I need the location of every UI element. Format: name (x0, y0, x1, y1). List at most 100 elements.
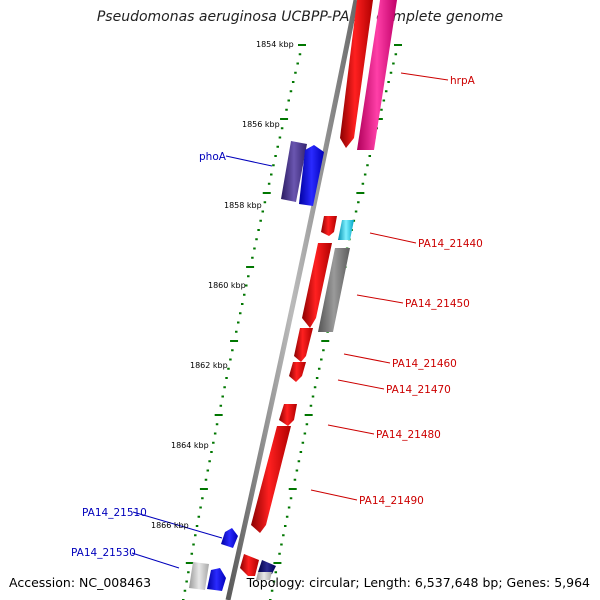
minor-tick (197, 515, 201, 518)
minor-tick (297, 460, 301, 463)
major-tick (185, 562, 194, 564)
reverse-gene-labels: phoA PA14_21510 PA14_21530 (71, 151, 227, 559)
gene-bottom-navy-arrow[interactable] (258, 560, 276, 574)
gene-phoA-purple-bar[interactable] (281, 141, 307, 202)
major-tick (246, 266, 255, 268)
gene-gray-bar[interactable] (318, 248, 350, 332)
gene-PA14_21440-arrow[interactable] (321, 216, 337, 236)
minor-tick (394, 53, 398, 56)
minor-tick (213, 432, 217, 435)
minor-tick (253, 247, 256, 250)
label-PA14_21460[interactable]: PA14_21460 (392, 358, 457, 370)
label-PA14_21530[interactable]: PA14_21530 (71, 547, 136, 559)
minor-tick (247, 275, 250, 278)
minor-tick (237, 321, 240, 324)
major-tick (199, 488, 208, 490)
gene-phoA-blue-arrow[interactable] (299, 145, 324, 206)
minor-tick (263, 201, 267, 204)
minor-tick (303, 432, 307, 435)
minor-tick (223, 386, 226, 389)
minor-tick (267, 182, 271, 185)
minor-tick (361, 182, 365, 185)
tick-label: 1864 kbp (171, 441, 209, 450)
minor-tick (274, 155, 277, 157)
minor-tick (380, 108, 383, 111)
minor-tick (215, 423, 219, 426)
minor-tick (357, 201, 360, 204)
minor-tick (187, 571, 190, 574)
minor-tick (240, 303, 244, 305)
tick-label: 1856 kbp (242, 120, 280, 129)
major-tick (321, 340, 330, 342)
minor-tick (235, 330, 238, 333)
label-PA14_21450[interactable]: PA14_21450 (405, 298, 470, 310)
minor-tick (227, 367, 230, 370)
minor-tick (261, 210, 265, 213)
gene-PA14_21510-arrow[interactable] (221, 528, 238, 548)
minor-tick (293, 478, 297, 481)
minor-tick (296, 62, 299, 65)
major-tick (374, 118, 383, 120)
minor-tick (204, 478, 208, 481)
major-tick (356, 192, 365, 194)
tick-label: 1866 kbp (151, 521, 189, 530)
leader-line (356, 294, 404, 304)
major-tick (230, 340, 239, 342)
minor-tick (389, 71, 393, 74)
label-PA14_21480[interactable]: PA14_21480 (376, 429, 441, 441)
minor-tick (305, 423, 309, 426)
minor-tick (221, 395, 224, 398)
tick-labels: 1854 kbp 1856 kbp 1858 kbp 1860 kbp 1862… (151, 40, 294, 530)
minor-tick (320, 358, 323, 361)
minor-tick (392, 62, 395, 65)
gene-pink-bar[interactable] (357, 0, 397, 150)
minor-tick (294, 71, 297, 74)
minor-tick (382, 99, 386, 102)
major-tick (304, 414, 313, 416)
label-PA14_21510[interactable]: PA14_21510 (82, 507, 147, 519)
label-PA14_21470[interactable]: PA14_21470 (386, 384, 451, 396)
gene-PA14_21460-bar[interactable] (294, 328, 313, 362)
minor-tick (272, 164, 275, 167)
minor-tick (287, 99, 290, 102)
minor-tick (225, 377, 228, 379)
gene-PA14_21470-arrow[interactable] (289, 362, 306, 382)
leader-line (132, 511, 223, 539)
genome-summary: Topology: circular; Length: 6,537,648 bp… (246, 575, 590, 590)
minor-tick (195, 525, 199, 527)
reverse-genes (189, 141, 324, 591)
gene-PA14_21530-gray-block[interactable] (189, 562, 209, 590)
forward-genes (240, 0, 397, 580)
minor-tick (192, 543, 195, 546)
gene-PA14_21490-bar[interactable] (251, 426, 291, 533)
label-leaders (131, 72, 449, 569)
minor-tick (255, 238, 258, 241)
minor-tick (274, 571, 278, 574)
minor-tick (278, 136, 282, 139)
label-hrpA[interactable]: hrpA (450, 75, 476, 87)
leader-line (310, 489, 358, 501)
gene-bottom-red-arrow[interactable] (240, 554, 259, 576)
gene-cyan-block[interactable] (338, 220, 354, 240)
gene-PA14_21450-bar[interactable] (302, 243, 332, 328)
minor-tick (280, 127, 284, 130)
minor-tick (282, 534, 285, 537)
minor-tick (190, 552, 194, 555)
minor-tick (229, 358, 232, 361)
minor-tick (287, 506, 291, 509)
minor-tick (272, 580, 276, 583)
gene-PA14_21530-blue-arrow[interactable] (207, 568, 226, 591)
gene-bottom-lightgray-block[interactable] (256, 572, 272, 580)
gene-hrpA-bar[interactable] (340, 0, 373, 148)
map-title: Pseudomonas aeruginosa UCBPP-PA14, compl… (96, 9, 504, 25)
label-PA14_21440[interactable]: PA14_21440 (418, 238, 483, 250)
label-PA14_21490[interactable]: PA14_21490 (359, 495, 424, 507)
minor-tick (238, 312, 242, 315)
major-tick (394, 44, 402, 46)
gene-PA14_21480-arrow[interactable] (279, 404, 297, 426)
minor-tick (354, 210, 358, 213)
label-phoA[interactable]: phoA (199, 151, 227, 163)
minor-tick (363, 173, 367, 176)
minor-tick (291, 81, 295, 83)
